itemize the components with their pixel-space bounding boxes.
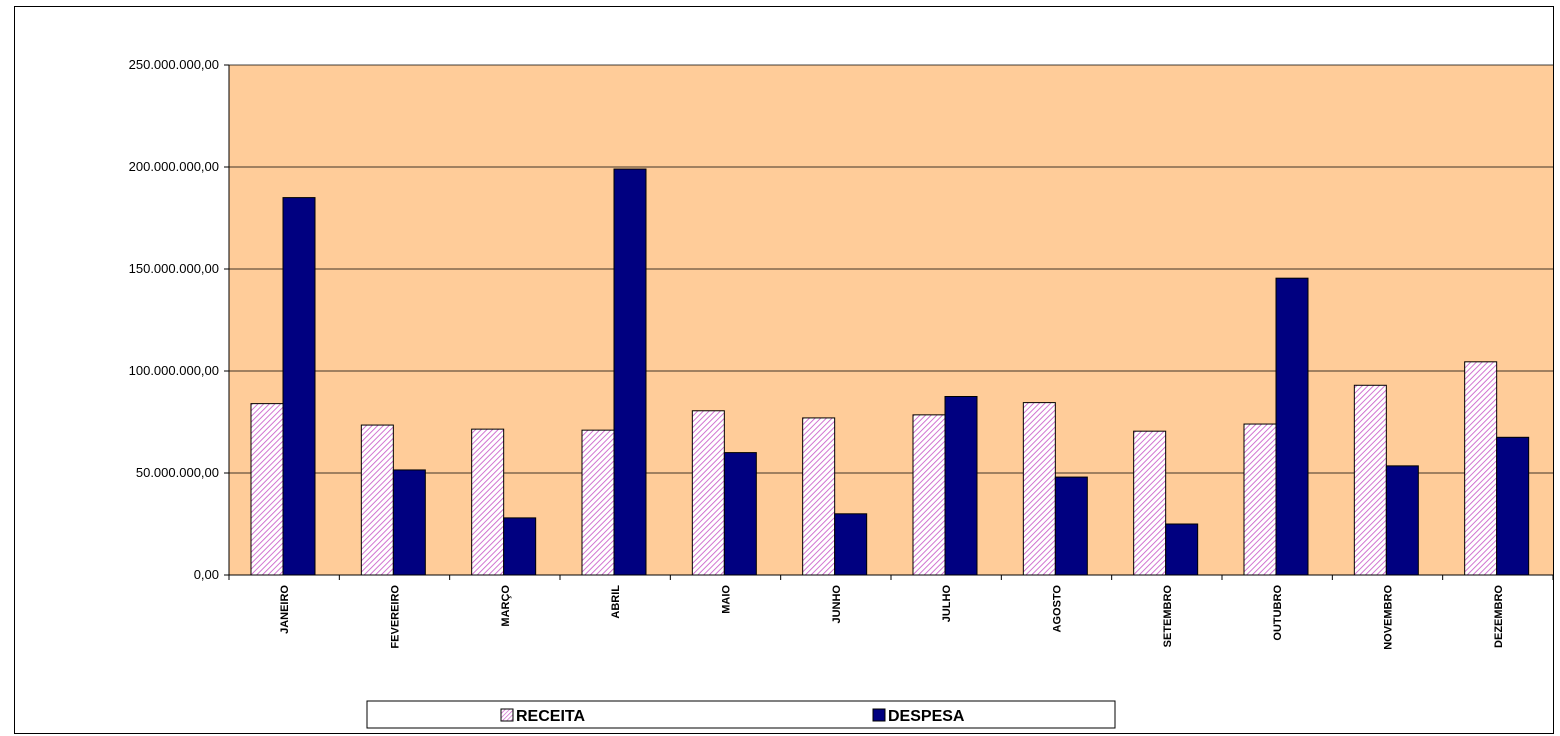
bar-receita bbox=[1133, 430, 1167, 576]
legend-box bbox=[366, 700, 1116, 729]
x-tick-label: JULHO bbox=[941, 585, 953, 623]
y-tick-label: 250.000.000,00 bbox=[129, 57, 219, 72]
bar-despesa bbox=[1496, 436, 1530, 576]
bar-receita bbox=[471, 428, 505, 576]
x-tick-label: MARÇO bbox=[500, 585, 512, 627]
bar-despesa bbox=[392, 469, 426, 576]
x-tick-label: ABRIL bbox=[610, 585, 622, 619]
legend-label-despesa: DESPESA bbox=[888, 708, 965, 725]
bar-chart: 0,00 50.000.000,00 100.000.000,00 150.000.0… bbox=[129, 57, 1554, 729]
bar-receita bbox=[360, 424, 394, 576]
x-tick-label: OUTUBRO bbox=[1272, 585, 1284, 641]
bar-despesa bbox=[282, 197, 316, 576]
bar-despesa bbox=[1275, 277, 1309, 576]
x-tick-label: MAIO bbox=[721, 585, 733, 614]
x-tick-label: DEZEMBRO bbox=[1493, 585, 1505, 648]
legend-swatch-despesa bbox=[872, 708, 886, 722]
chart-frame: 0,00 50.000.000,00 100.000.000,00 150.000.0… bbox=[14, 6, 1554, 734]
bar-receita bbox=[250, 403, 284, 576]
bar-receita bbox=[1243, 423, 1277, 576]
bar-receita bbox=[912, 414, 946, 576]
bar-despesa bbox=[944, 396, 978, 576]
legend: RECEITA DESPESA bbox=[366, 700, 1116, 729]
bar-receita bbox=[581, 429, 615, 576]
x-tick-label: FEVEREIRO bbox=[390, 585, 402, 649]
plot-area bbox=[229, 65, 1553, 575]
y-tick-label: 100.000.000,00 bbox=[129, 363, 219, 378]
bar-receita bbox=[1022, 402, 1056, 576]
y-tick-label: 50.000.000,00 bbox=[136, 465, 219, 480]
bar-despesa bbox=[1385, 465, 1419, 576]
bar-despesa bbox=[503, 517, 537, 576]
y-tick-label: 0,00 bbox=[194, 567, 219, 582]
bar-receita bbox=[1353, 384, 1387, 576]
y-tick-label: 150.000.000,00 bbox=[129, 261, 219, 276]
y-tick-label: 200.000.000,00 bbox=[129, 159, 219, 174]
x-tick-label: AGOSTO bbox=[1052, 585, 1064, 633]
bar-despesa bbox=[613, 168, 647, 576]
bar-receita bbox=[1464, 361, 1498, 576]
bar-receita bbox=[802, 417, 836, 576]
bar-despesa bbox=[723, 452, 757, 576]
bar-despesa bbox=[1165, 523, 1199, 576]
x-tick-label: NOVEMBRO bbox=[1383, 585, 1395, 650]
bar-despesa bbox=[1054, 476, 1088, 576]
legend-swatch-receita bbox=[500, 708, 514, 722]
bar-receita bbox=[691, 410, 725, 576]
bar-despesa bbox=[834, 513, 868, 576]
x-tick-label: JUNHO bbox=[831, 585, 843, 624]
x-tick-label: JANEIRO bbox=[279, 585, 291, 634]
x-tick-label: SETEMBRO bbox=[1162, 585, 1174, 648]
legend-label-receita: RECEITA bbox=[516, 708, 585, 725]
